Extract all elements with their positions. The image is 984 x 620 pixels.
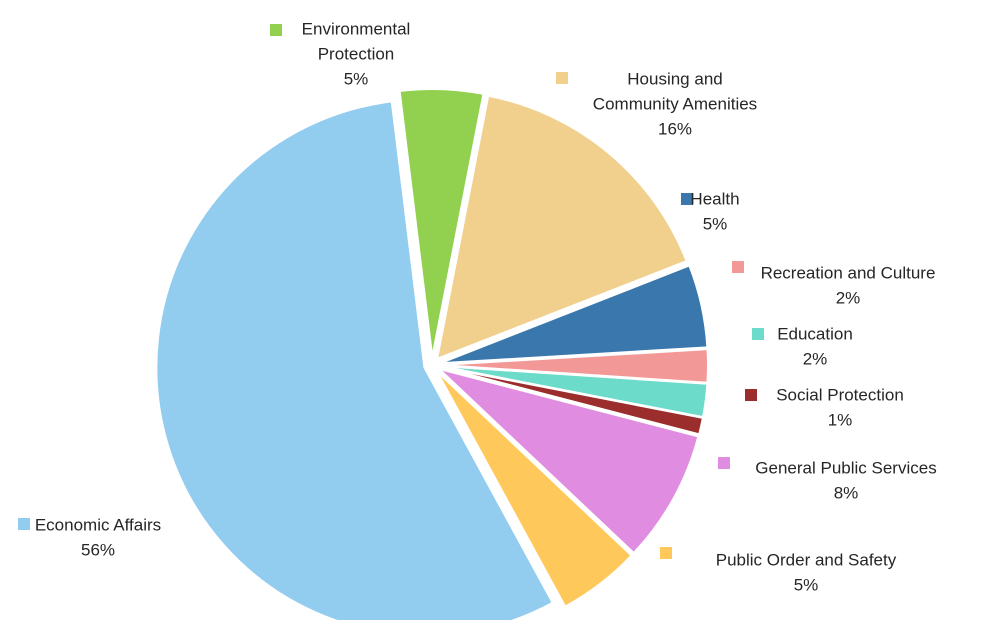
legend-key-environmental-protection	[270, 24, 282, 36]
category-label-social-protection: Social Protection	[776, 385, 904, 404]
slice-environmental-protection	[398, 88, 485, 358]
category-label-housing-and-community-amenities: Community Amenities	[593, 94, 757, 113]
slice-social-protection	[439, 365, 705, 436]
category-label-recreation-and-culture: Recreation and Culture	[761, 263, 936, 282]
data-label-social-protection: Social Protection 1%	[745, 385, 904, 429]
value-label-general-public-services: 8%	[834, 483, 859, 502]
value-label-social-protection: 1%	[828, 410, 853, 429]
legend-key-economic-affairs	[18, 518, 30, 530]
legend-key-social-protection	[745, 389, 757, 401]
slice-recreation-and-culture	[439, 348, 709, 384]
category-label-general-public-services: General Public Services	[755, 458, 936, 477]
slice-economic-affairs	[155, 100, 555, 620]
value-label-education: 2%	[803, 349, 828, 368]
slice-health	[439, 264, 709, 365]
data-label-public-order-and-safety: Public Order and Safety 5%	[660, 547, 897, 594]
slice-general-public-services	[438, 367, 700, 555]
value-label-health: 5%	[703, 214, 728, 233]
value-label-housing-and-community-amenities: 16%	[658, 119, 692, 138]
category-label-environmental-protection: Protection	[318, 44, 395, 63]
category-label-public-order-and-safety: Public Order and Safety	[716, 550, 897, 569]
data-label-health: Health 5%	[681, 189, 740, 233]
data-label-general-public-services: General Public Services 8%	[718, 457, 937, 502]
value-label-environmental-protection: 5%	[344, 69, 369, 88]
value-label-public-order-and-safety: 5%	[794, 575, 819, 594]
data-label-economic-affairs: Economic Affairs 56%	[18, 515, 161, 559]
category-label-housing-and-community-amenities: Housing and	[627, 69, 722, 88]
legend-key-general-public-services	[718, 457, 730, 469]
data-label-education: Education 2%	[752, 324, 853, 368]
legend-key-recreation-and-culture	[732, 261, 744, 273]
pie-slices	[155, 88, 709, 620]
pie-labels: Environmental Protection 5% Housing and Comm…	[18, 19, 937, 594]
value-label-economic-affairs: 56%	[81, 540, 115, 559]
category-label-economic-affairs: Economic Affairs	[35, 515, 161, 534]
category-label-environmental-protection: Environmental	[302, 19, 411, 38]
legend-key-education	[752, 328, 764, 340]
legend-key-housing-and-community-amenities	[556, 72, 568, 84]
category-label-health: Health	[690, 189, 739, 208]
slice-housing-and-community-amenities	[435, 94, 688, 361]
legend-key-public-order-and-safety	[660, 547, 672, 559]
data-label-environmental-protection: Environmental Protection 5%	[270, 19, 410, 88]
data-label-recreation-and-culture: Recreation and Culture 2%	[732, 261, 935, 307]
slice-public-order-and-safety	[436, 370, 634, 608]
value-label-recreation-and-culture: 2%	[836, 288, 861, 307]
legend-key-health	[681, 193, 693, 205]
category-label-education: Education	[777, 324, 853, 343]
data-label-housing-and-community-amenities: Housing and Community Amenities 16%	[556, 69, 757, 138]
